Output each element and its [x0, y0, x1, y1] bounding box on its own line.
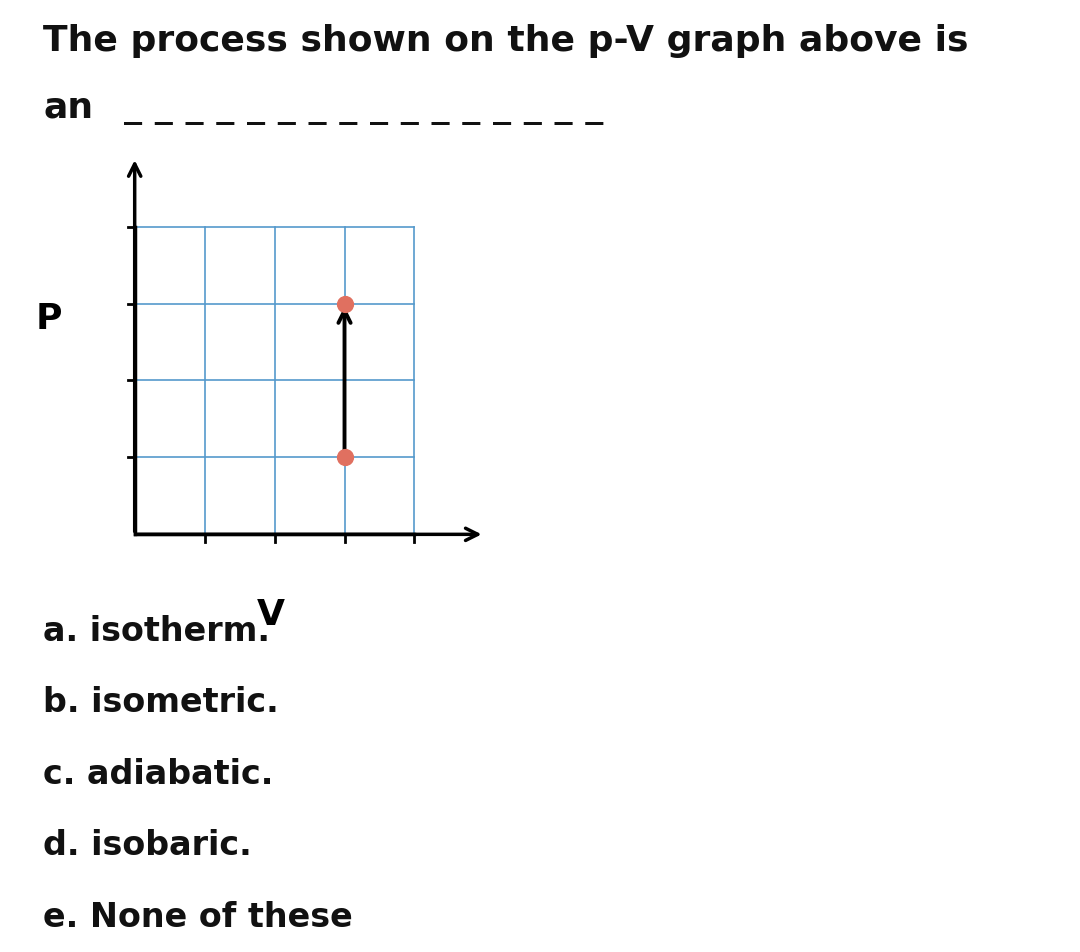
Text: V: V	[257, 597, 285, 631]
Text: The process shown on the p-V graph above is: The process shown on the p-V graph above…	[43, 24, 969, 58]
Text: an: an	[43, 90, 93, 125]
Text: P: P	[36, 302, 62, 336]
Point	[336, 297, 353, 312]
Text: b. isometric.: b. isometric.	[43, 685, 279, 719]
Text: _ _ _ _ _ _ _ _ _ _ _ _ _ _ _ _: _ _ _ _ _ _ _ _ _ _ _ _ _ _ _ _	[124, 90, 604, 125]
Text: d. isobaric.: d. isobaric.	[43, 828, 252, 862]
Text: a. isotherm.: a. isotherm.	[43, 614, 270, 647]
Point	[336, 450, 353, 466]
Text: e. None of these: e. None of these	[43, 900, 353, 933]
Text: c. adiabatic.: c. adiabatic.	[43, 757, 273, 790]
